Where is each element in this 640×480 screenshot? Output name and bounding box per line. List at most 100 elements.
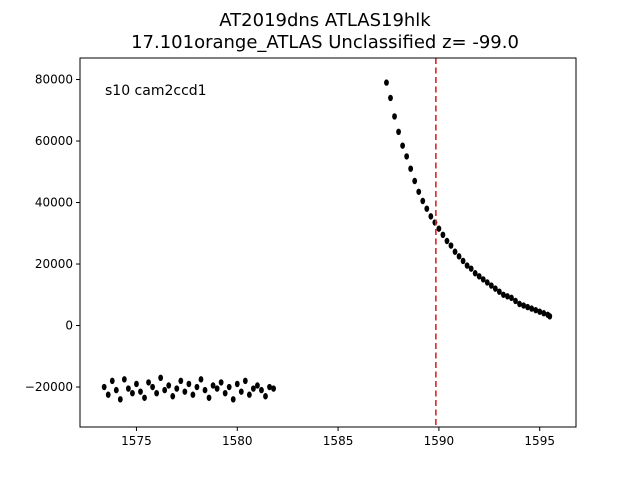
data-point bbox=[537, 308, 543, 315]
data-point bbox=[392, 113, 397, 120]
data-point bbox=[222, 389, 228, 397]
data-point bbox=[509, 294, 514, 302]
data-point bbox=[400, 142, 406, 149]
data-point bbox=[150, 383, 155, 391]
data-point bbox=[412, 177, 418, 185]
data-point bbox=[234, 380, 240, 388]
x-tick-label: 1580 bbox=[222, 434, 253, 448]
data-point bbox=[178, 377, 184, 385]
data-point bbox=[125, 385, 131, 392]
x-tick-label: 1595 bbox=[524, 434, 555, 448]
data-point bbox=[218, 379, 224, 386]
data-point bbox=[384, 79, 389, 86]
data-point bbox=[452, 248, 458, 255]
data-point bbox=[121, 376, 127, 383]
y-tick-label: 20000 bbox=[35, 257, 73, 271]
data-point bbox=[388, 94, 393, 102]
data-point bbox=[460, 257, 466, 265]
data-point bbox=[158, 374, 164, 381]
data-point bbox=[210, 382, 216, 389]
data-point bbox=[271, 385, 276, 392]
chart-title-line-2: 17.101orange_ATLAS Unclassified z= -99.0 bbox=[131, 32, 519, 53]
data-point bbox=[113, 386, 119, 394]
data-points bbox=[101, 79, 553, 403]
y-tick-label: 80000 bbox=[35, 73, 73, 87]
data-point bbox=[444, 237, 450, 245]
x-axis-ticks: 1575 1580 1585 1590 1595 bbox=[121, 427, 555, 448]
data-point bbox=[138, 388, 143, 395]
data-point bbox=[263, 393, 268, 400]
data-point bbox=[404, 153, 410, 160]
data-point bbox=[255, 382, 260, 389]
data-point bbox=[166, 382, 172, 389]
data-point bbox=[525, 303, 531, 311]
data-point bbox=[186, 380, 192, 388]
data-point bbox=[117, 396, 123, 403]
data-point bbox=[130, 389, 135, 397]
data-point bbox=[226, 383, 232, 391]
data-point bbox=[182, 388, 188, 395]
data-point bbox=[484, 279, 490, 286]
x-tick-label: 1590 bbox=[424, 434, 455, 448]
data-point bbox=[505, 293, 510, 300]
y-axis-ticks: −20000 0 20000 40000 60000 80000 bbox=[25, 73, 80, 394]
y-tick-label: −20000 bbox=[25, 380, 73, 394]
data-point bbox=[541, 310, 547, 317]
data-point bbox=[420, 197, 426, 205]
data-point bbox=[547, 313, 553, 320]
data-point bbox=[517, 300, 522, 308]
data-point bbox=[246, 391, 252, 398]
chip-annotation: s10 cam2ccd1 bbox=[105, 83, 207, 99]
data-point bbox=[174, 385, 180, 392]
data-point bbox=[214, 385, 220, 392]
data-point bbox=[230, 396, 236, 403]
x-tick-label: 1585 bbox=[323, 434, 354, 448]
data-point bbox=[396, 128, 401, 135]
data-point bbox=[142, 394, 147, 401]
data-point bbox=[162, 386, 168, 394]
y-tick-label: 60000 bbox=[35, 134, 73, 148]
data-point bbox=[513, 297, 518, 305]
x-tick-label: 1575 bbox=[121, 434, 152, 448]
data-point bbox=[424, 205, 430, 212]
y-tick-label: 0 bbox=[65, 319, 73, 333]
data-point bbox=[194, 383, 200, 391]
data-point bbox=[202, 386, 208, 394]
data-point bbox=[501, 291, 506, 298]
data-point bbox=[480, 276, 486, 283]
data-point bbox=[105, 391, 111, 398]
data-point bbox=[496, 288, 502, 295]
data-point bbox=[259, 386, 264, 394]
data-point bbox=[472, 270, 478, 277]
data-point bbox=[190, 391, 196, 398]
data-point bbox=[488, 282, 494, 289]
data-point bbox=[206, 394, 212, 401]
data-point bbox=[456, 253, 462, 260]
data-point bbox=[198, 376, 204, 383]
data-point bbox=[101, 383, 107, 391]
chart-title-line-1: AT2019dns ATLAS19hlk bbox=[219, 10, 431, 31]
data-point bbox=[267, 383, 272, 391]
data-point bbox=[250, 385, 256, 392]
data-point bbox=[492, 285, 498, 292]
data-point bbox=[109, 377, 115, 385]
data-point bbox=[468, 265, 474, 272]
data-point bbox=[529, 305, 535, 312]
data-point bbox=[238, 388, 244, 395]
data-point bbox=[146, 379, 151, 386]
data-point bbox=[521, 302, 526, 309]
data-point bbox=[436, 225, 442, 232]
data-point bbox=[476, 273, 482, 280]
plot-frame bbox=[79, 57, 577, 428]
data-point bbox=[242, 377, 248, 385]
data-point bbox=[428, 213, 434, 220]
data-point bbox=[533, 306, 539, 314]
data-point bbox=[440, 231, 446, 239]
y-tick-label: 40000 bbox=[35, 196, 73, 210]
data-point bbox=[408, 165, 414, 172]
data-point bbox=[134, 380, 139, 388]
data-point bbox=[416, 188, 422, 195]
data-point bbox=[448, 242, 454, 249]
